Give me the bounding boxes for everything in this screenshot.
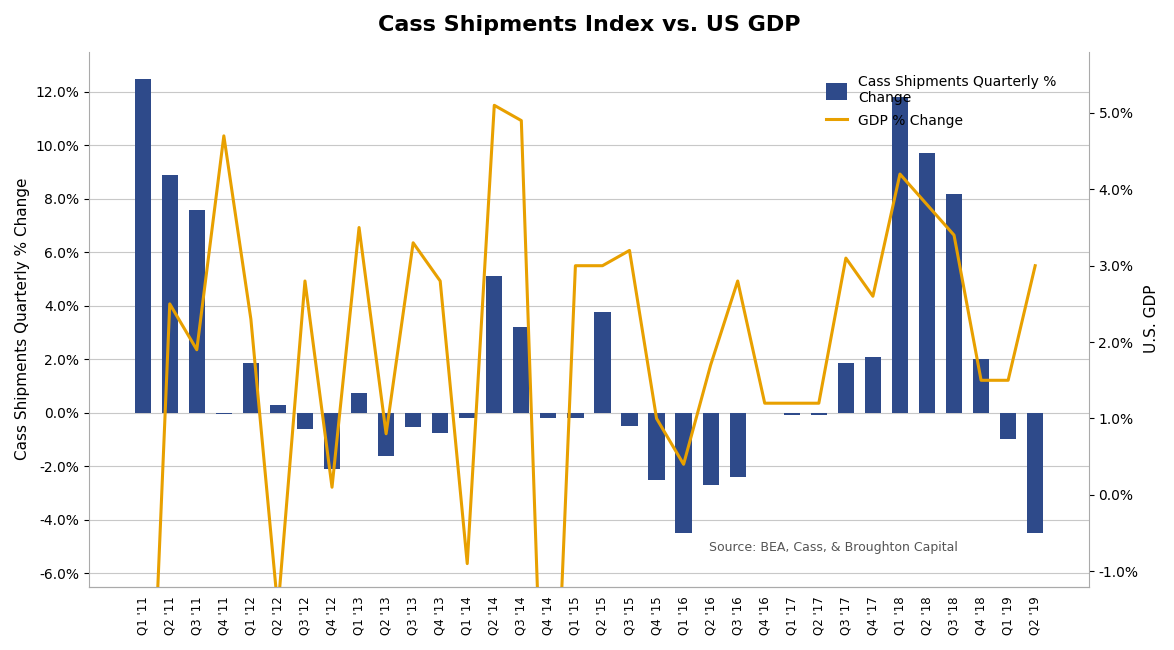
Bar — [702, 413, 718, 485]
Bar — [567, 413, 583, 418]
Bar — [513, 327, 529, 413]
Bar — [1027, 413, 1044, 533]
Bar — [324, 413, 340, 469]
Bar — [297, 413, 313, 429]
Bar — [865, 357, 880, 413]
Bar — [486, 276, 502, 413]
Bar — [432, 413, 448, 433]
Legend: Cass Shipments Quarterly %
Change, GDP % Change: Cass Shipments Quarterly % Change, GDP %… — [821, 70, 1061, 135]
Bar — [892, 98, 908, 413]
Text: Source: BEA, Cass, & Broughton Capital: Source: BEA, Cass, & Broughton Capital — [709, 541, 958, 554]
Bar — [162, 175, 177, 413]
Bar — [594, 313, 610, 413]
Bar — [784, 413, 799, 415]
Bar — [189, 209, 205, 413]
Title: Cass Shipments Index vs. US GDP: Cass Shipments Index vs. US GDP — [378, 15, 801, 35]
Bar — [540, 413, 556, 418]
Bar — [405, 413, 421, 428]
Bar — [838, 363, 853, 413]
Bar — [946, 194, 963, 413]
Bar — [459, 413, 475, 418]
Bar — [378, 413, 394, 456]
Bar — [270, 405, 286, 413]
Bar — [729, 413, 745, 477]
Bar — [243, 363, 259, 413]
Bar — [675, 413, 691, 533]
Bar — [919, 153, 936, 413]
Bar — [351, 393, 367, 413]
Bar — [811, 413, 826, 415]
Bar — [973, 359, 990, 413]
Bar — [1000, 413, 1017, 439]
Y-axis label: Cass Shipments Quarterly % Change: Cass Shipments Quarterly % Change — [15, 178, 31, 460]
Bar — [648, 413, 664, 480]
Bar — [621, 413, 637, 426]
Bar — [216, 413, 232, 414]
Bar — [135, 79, 150, 413]
Y-axis label: U.S. GDP: U.S. GDP — [1143, 285, 1159, 354]
